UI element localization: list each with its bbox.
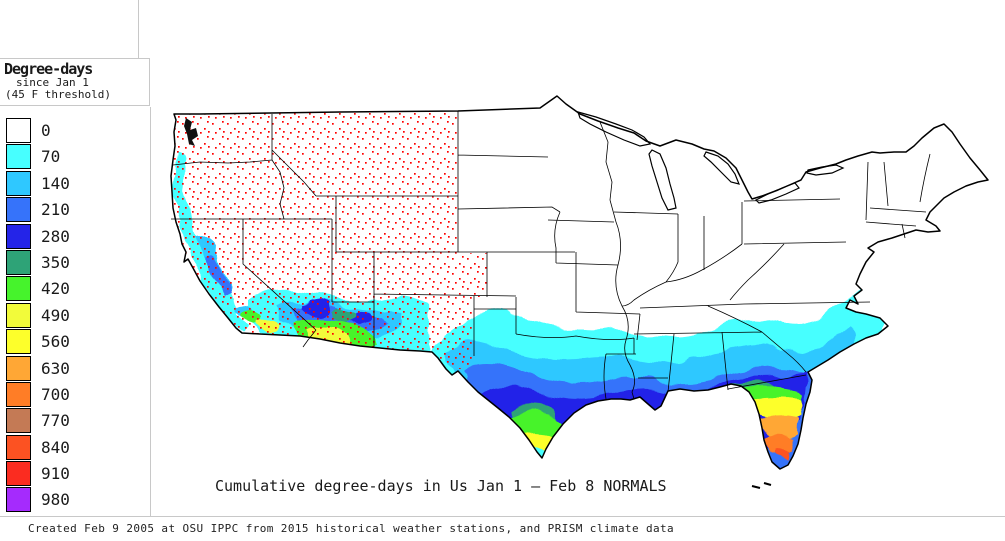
legend-swatch [6, 118, 31, 143]
legend-entry: 490 [6, 302, 70, 328]
legend-swatch [6, 197, 31, 223]
legend-subtitle-since: since Jan 1 [16, 76, 89, 89]
footer-credit-text: Created Feb 9 2005 at OSU IPPC from 2015… [28, 522, 675, 535]
legend-entry: 840 [6, 434, 70, 460]
legend-entry: 70 [6, 144, 70, 170]
frame-topleft-box [0, 0, 139, 58]
legend-swatch [6, 355, 31, 381]
lake-michigan [648, 149, 677, 211]
legend-list: 0 70 140 210 280 350 420 490 560 630 700 770 840 910 9… [6, 118, 70, 514]
legend-value-label: 490 [41, 305, 70, 325]
legend-entry: 350 [6, 249, 70, 275]
legend-swatch [6, 461, 31, 487]
legend-value-label: 910 [41, 464, 70, 484]
legend-swatch [6, 302, 31, 328]
legend-value-label: 280 [41, 226, 70, 246]
lake-huron [703, 151, 740, 185]
footer-bar: Created Feb 9 2005 at OSU IPPC from 2015… [0, 516, 1005, 541]
legend-title: Degree-days [4, 60, 93, 78]
legend-entry: 0 [6, 118, 70, 143]
legend-entry: 770 [6, 408, 70, 434]
legend-entry: 910 [6, 461, 70, 487]
legend-entry: 700 [6, 381, 70, 407]
legend-entry: 560 [6, 329, 70, 355]
band-700-florida [763, 434, 795, 456]
legend-value-label: 420 [41, 279, 70, 299]
legend-swatch [6, 329, 31, 355]
legend-entry: 210 [6, 197, 70, 223]
band-840-florida-tip [778, 450, 790, 460]
legend-value-label: 140 [41, 173, 70, 193]
legend-swatch [6, 381, 31, 407]
legend-swatch [6, 408, 31, 434]
legend-value-label: 210 [41, 200, 70, 220]
legend-value-label: 700 [41, 384, 70, 404]
legend-entry: 980 [6, 487, 70, 513]
legend-swatch [6, 249, 31, 275]
state-borders [171, 111, 931, 400]
band-560-florida [750, 398, 802, 419]
legend-value-label: 770 [41, 411, 70, 431]
puget-sound [184, 118, 198, 146]
band-630-florida [757, 414, 799, 440]
legend-value-label: 980 [41, 490, 70, 510]
legend-swatch [6, 144, 31, 170]
legend-value-label: 840 [41, 437, 70, 457]
legend-entry: 420 [6, 276, 70, 302]
station-dots-layer [171, 96, 488, 370]
legend-entry: 280 [6, 223, 70, 249]
legend-value-label: 560 [41, 332, 70, 352]
legend-swatch [6, 276, 31, 302]
map-title: Cumulative degree-days in Us Jan 1 — Feb… [215, 477, 667, 495]
florida-keys [751, 482, 772, 489]
legend-subtitle-threshold: (45 F threshold) [5, 88, 111, 101]
legend-swatch [6, 434, 31, 460]
legend-value-label: 630 [41, 358, 70, 378]
legend-entry: 630 [6, 355, 70, 381]
legend-panel: 0 70 140 210 280 350 420 490 560 630 700 770 840 910 9… [0, 107, 151, 516]
legend-swatch [6, 170, 31, 196]
legend-swatch [6, 223, 31, 249]
legend-value-label: 0 [41, 121, 51, 140]
legend-value-label: 350 [41, 252, 70, 272]
legend-header: Degree-days since Jan 1 (45 F threshold) [0, 58, 150, 106]
legend-value-label: 70 [41, 147, 61, 167]
legend-entry: 140 [6, 170, 70, 196]
legend-swatch [6, 487, 31, 513]
us-outline [170, 95, 989, 470]
